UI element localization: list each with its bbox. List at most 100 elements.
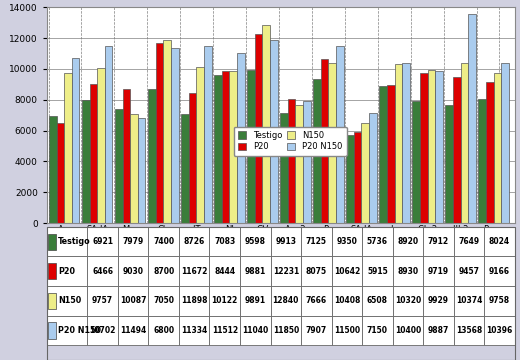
- Text: 9887: 9887: [428, 326, 449, 335]
- Bar: [105, 46, 112, 223]
- Bar: [255, 35, 263, 223]
- Bar: [362, 256, 393, 286]
- Bar: [181, 114, 189, 223]
- Bar: [123, 89, 131, 223]
- Text: 5736: 5736: [367, 237, 388, 246]
- Bar: [423, 286, 454, 316]
- Text: 7125: 7125: [306, 237, 327, 246]
- Text: 9757: 9757: [92, 296, 113, 305]
- Bar: [369, 113, 376, 223]
- Bar: [210, 286, 240, 316]
- Bar: [301, 256, 332, 286]
- Bar: [214, 75, 222, 223]
- Text: 10374: 10374: [456, 296, 482, 305]
- Bar: [229, 71, 237, 223]
- Bar: [427, 70, 435, 223]
- Bar: [484, 227, 515, 256]
- Bar: [336, 46, 344, 223]
- Text: 12840: 12840: [272, 296, 299, 305]
- Bar: [48, 293, 56, 309]
- Text: 9350: 9350: [336, 237, 357, 246]
- Text: 9913: 9913: [275, 237, 296, 246]
- Bar: [313, 79, 321, 223]
- Bar: [395, 64, 402, 223]
- Bar: [171, 48, 178, 223]
- Bar: [148, 286, 179, 316]
- Bar: [486, 82, 493, 223]
- Text: 9598: 9598: [245, 237, 266, 246]
- Bar: [270, 316, 301, 345]
- Bar: [354, 132, 361, 223]
- Bar: [362, 316, 393, 345]
- Bar: [270, 256, 301, 286]
- Bar: [263, 25, 270, 223]
- Text: 9929: 9929: [428, 296, 449, 305]
- Bar: [270, 227, 301, 256]
- Bar: [179, 256, 210, 286]
- Text: 10396: 10396: [486, 326, 513, 335]
- Bar: [484, 256, 515, 286]
- Bar: [454, 316, 484, 345]
- Bar: [148, 256, 179, 286]
- Bar: [64, 73, 72, 223]
- Bar: [48, 263, 56, 279]
- Bar: [362, 286, 393, 316]
- Bar: [288, 99, 295, 223]
- Bar: [163, 40, 171, 223]
- Bar: [247, 70, 255, 223]
- Bar: [361, 123, 369, 223]
- Text: P20 N150: P20 N150: [58, 326, 101, 335]
- Bar: [87, 286, 118, 316]
- Bar: [461, 63, 468, 223]
- Bar: [468, 14, 476, 223]
- Text: 9891: 9891: [245, 296, 266, 305]
- Bar: [240, 286, 270, 316]
- Text: 7666: 7666: [306, 296, 327, 305]
- Bar: [346, 135, 354, 223]
- Text: Testigo: Testigo: [58, 237, 91, 246]
- Bar: [210, 316, 240, 345]
- Bar: [72, 58, 80, 223]
- Bar: [210, 256, 240, 286]
- Bar: [380, 86, 387, 223]
- Text: 8700: 8700: [153, 267, 174, 276]
- Bar: [115, 109, 123, 223]
- Text: 10087: 10087: [120, 296, 147, 305]
- Text: 10400: 10400: [395, 326, 421, 335]
- Bar: [179, 227, 210, 256]
- Bar: [179, 286, 210, 316]
- Text: 7907: 7907: [306, 326, 327, 335]
- Bar: [423, 227, 454, 256]
- Text: 10320: 10320: [395, 296, 421, 305]
- Bar: [332, 316, 362, 345]
- Text: 11500: 11500: [334, 326, 360, 335]
- Bar: [501, 63, 509, 223]
- Bar: [478, 99, 486, 223]
- Bar: [148, 316, 179, 345]
- Bar: [118, 227, 148, 256]
- Bar: [420, 73, 427, 223]
- Bar: [97, 68, 105, 223]
- Bar: [148, 227, 179, 256]
- Bar: [118, 316, 148, 345]
- Bar: [118, 256, 148, 286]
- Bar: [446, 105, 453, 223]
- Bar: [47, 227, 87, 256]
- Bar: [48, 323, 56, 339]
- Bar: [57, 123, 64, 223]
- Text: 10408: 10408: [334, 296, 360, 305]
- Text: 7083: 7083: [214, 237, 236, 246]
- Bar: [332, 256, 362, 286]
- Bar: [138, 118, 146, 223]
- Text: 9881: 9881: [244, 267, 266, 276]
- Text: 11334: 11334: [181, 326, 207, 335]
- Text: 9719: 9719: [428, 267, 449, 276]
- Text: 10702: 10702: [89, 326, 116, 335]
- Text: 7912: 7912: [428, 237, 449, 246]
- Bar: [301, 227, 332, 256]
- Bar: [454, 286, 484, 316]
- Bar: [179, 316, 210, 345]
- Bar: [131, 114, 138, 223]
- Text: 13568: 13568: [456, 326, 482, 335]
- Bar: [453, 77, 461, 223]
